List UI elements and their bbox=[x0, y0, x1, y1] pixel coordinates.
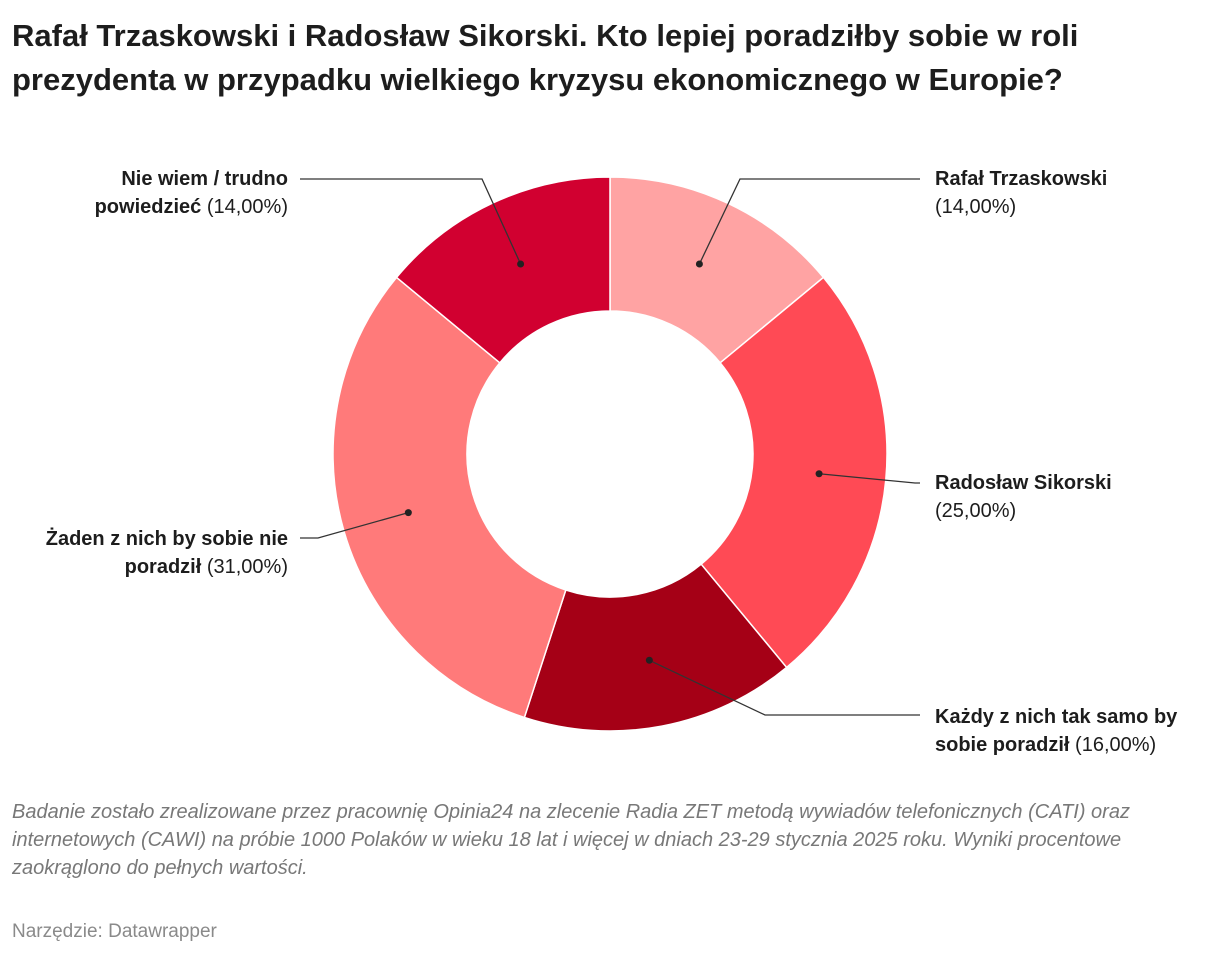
slice-name: Żaden z nich by sobie nie poradził bbox=[45, 528, 288, 578]
leader-dot-trzaskowski bbox=[695, 260, 703, 268]
chart-notes: Badanie zostało zrealizowane przez praco… bbox=[12, 801, 1130, 879]
leader-line-zaden bbox=[300, 511, 409, 539]
leader-dot-zaden bbox=[404, 509, 412, 517]
slice-name: Nie wiem / trudno powiedzieć bbox=[94, 168, 288, 218]
leader-line-kazdy bbox=[649, 659, 920, 716]
donut-slice-nie-wiem bbox=[395, 176, 611, 364]
slice-label-sikorski: Radosław Sikorski (25,00%) bbox=[935, 469, 1205, 525]
leader-line-sikorski bbox=[819, 473, 920, 484]
slice-value: (16,00%) bbox=[1075, 734, 1157, 756]
slice-value: (14,00%) bbox=[935, 196, 1017, 218]
slice-value: (25,00%) bbox=[935, 500, 1017, 522]
donut-slice-kazdy bbox=[523, 563, 788, 732]
donut-slice-trzaskowski bbox=[609, 176, 825, 364]
leader-line-trzaskowski bbox=[698, 178, 920, 265]
slice-label-trzaskowski: Rafał Trzaskowski (14,00%) bbox=[935, 165, 1205, 221]
leader-dot-nie-wiem bbox=[517, 260, 525, 268]
source-credit: Narzędzie: Datawrapper bbox=[12, 921, 217, 942]
slice-value: (14,00%) bbox=[206, 196, 288, 218]
slice-name: Radosław Sikorski bbox=[935, 472, 1112, 494]
slice-name: Rafał Trzaskowski bbox=[935, 168, 1108, 190]
leader-dot-sikorski bbox=[815, 470, 823, 478]
chart-title: Rafał Trzaskowski i Radosław Sikorski. K… bbox=[12, 18, 1079, 97]
slice-label-zaden: Żaden z nich by sobie nie poradził (31,0… bbox=[8, 525, 288, 581]
slice-value: (31,00%) bbox=[206, 556, 288, 578]
leader-dot-kazdy bbox=[645, 656, 653, 664]
leader-line-nie-wiem bbox=[300, 178, 522, 265]
donut-slice-sikorski bbox=[700, 276, 888, 669]
slice-label-kazdy: Każdy z nich tak samo by sobie poradził … bbox=[935, 703, 1215, 759]
slice-label-nie-wiem: Nie wiem / trudno powiedzieć (14,00%) bbox=[28, 165, 288, 221]
donut-slice-zaden bbox=[332, 276, 567, 719]
slice-name: Każdy z nich tak samo by sobie poradził bbox=[935, 706, 1178, 756]
